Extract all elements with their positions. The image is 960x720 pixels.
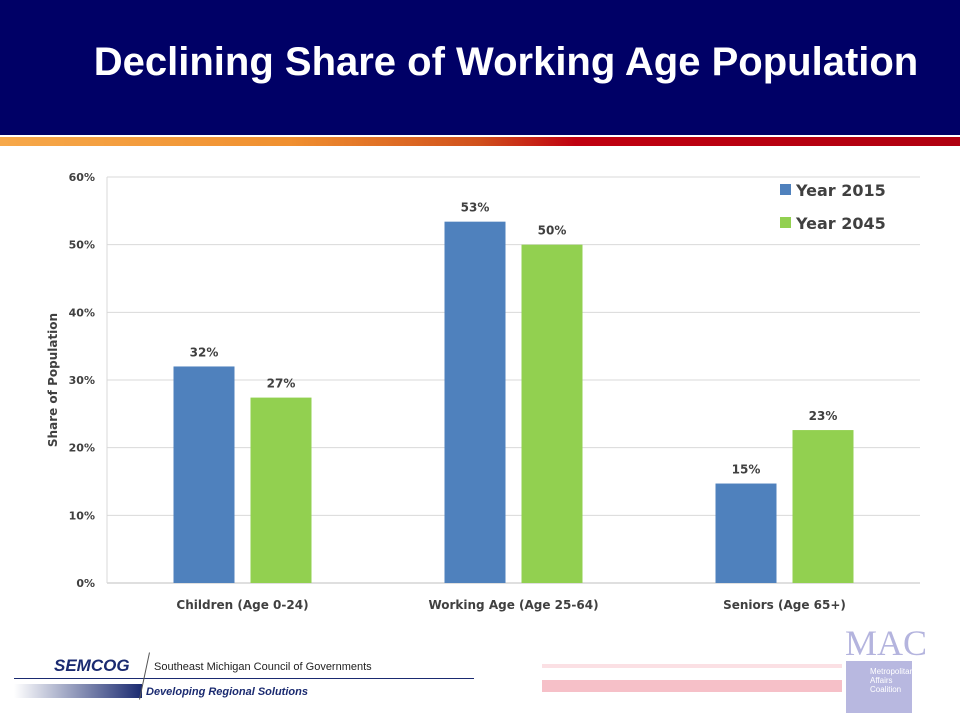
slide-title: Declining Share of Working Age Populatio…	[93, 40, 919, 84]
x-tick-label: Working Age (Age 25-64)	[428, 598, 598, 612]
bar	[792, 430, 854, 583]
data-label: 23%	[809, 409, 838, 423]
y-tick-label: 20%	[69, 442, 95, 455]
legend-swatch	[780, 217, 791, 228]
legend-label: Year 2015	[795, 181, 886, 200]
title-banner: Declining Share of Working Age Populatio…	[0, 0, 960, 135]
logo-line	[14, 678, 474, 679]
legend-swatch	[780, 184, 791, 195]
bar	[521, 244, 583, 583]
bar	[444, 221, 506, 583]
mac-banner-line	[542, 664, 842, 668]
x-tick-label: Seniors (Age 65+)	[723, 598, 846, 612]
bar	[250, 397, 312, 583]
y-axis-label: Share of Population	[46, 313, 60, 447]
bar	[715, 483, 777, 583]
data-label: 15%	[732, 463, 761, 477]
semcog-tagline: Developing Regional Solutions	[146, 686, 308, 698]
data-label: 32%	[190, 345, 219, 359]
y-tick-label: 60%	[69, 171, 95, 184]
bar-chart: 0% 10% 20% 30% 40% 50% 60% Share of Population C…	[46, 171, 920, 612]
semcog-full-name: Southeast Michigan Council of Government…	[154, 661, 372, 673]
y-tick-label: 10%	[69, 509, 95, 522]
y-tick-label: 30%	[69, 374, 95, 387]
y-tick-label: 50%	[69, 239, 95, 252]
mac-logo: MAC	[845, 623, 928, 663]
legend-label: Year 2045	[795, 214, 886, 233]
mac-logo-box: Metropolitan Affairs Coalition	[846, 661, 914, 713]
bar	[173, 366, 235, 583]
x-tick-label: Children (Age 0-24)	[176, 598, 308, 612]
logo-gradient	[14, 684, 142, 698]
y-tick-label: 40%	[69, 306, 95, 319]
mac-banner	[542, 680, 842, 692]
semcog-logo: SEMCOG Southeast Michigan Council of Gov…	[14, 652, 474, 702]
data-label: 27%	[267, 377, 296, 391]
y-tick-label: 0%	[76, 577, 95, 590]
data-label: 53%	[461, 201, 490, 215]
accent-stripe	[0, 137, 960, 146]
data-label: 50%	[538, 224, 567, 238]
semcog-wordmark: SEMCOG	[54, 656, 130, 675]
